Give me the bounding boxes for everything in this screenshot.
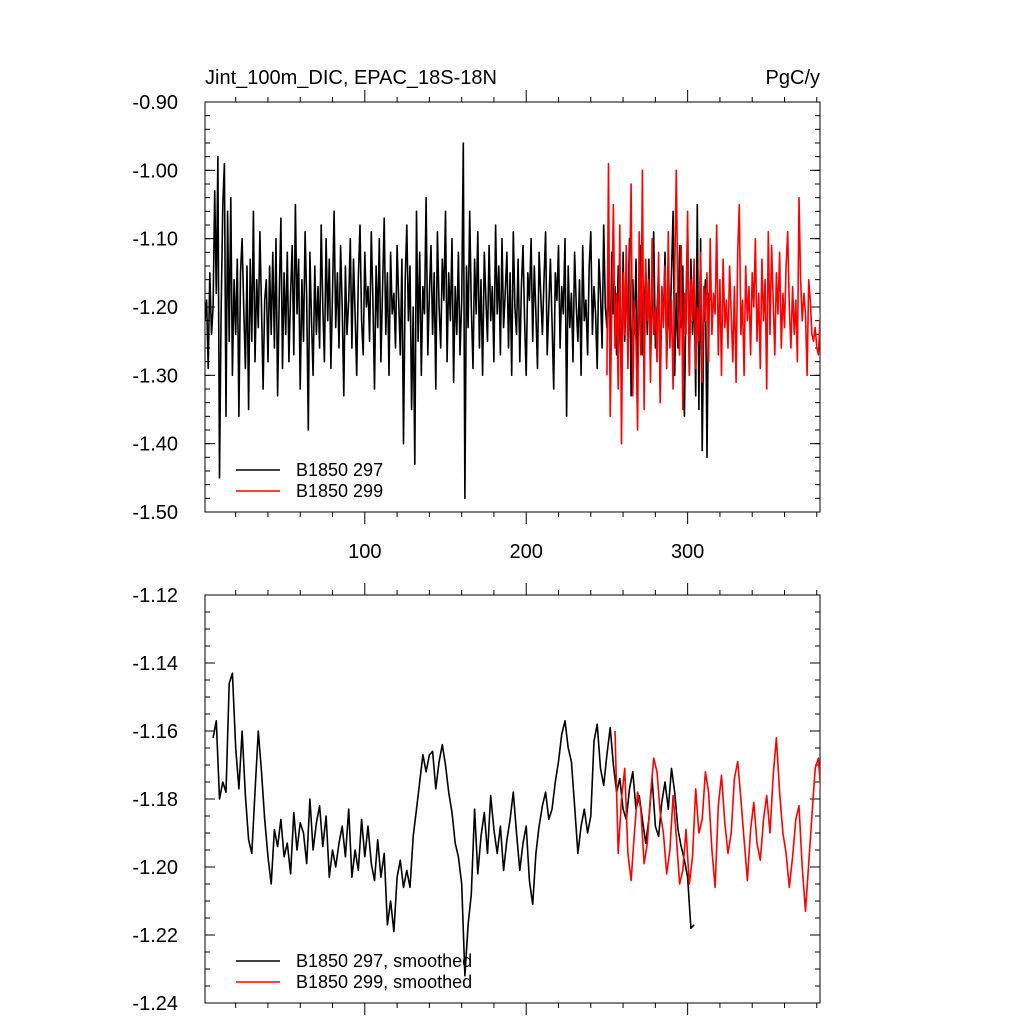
series-group	[212, 672, 820, 977]
series-group	[205, 142, 820, 500]
y-tick-label: -1.14	[132, 653, 178, 675]
units-label: PgC/y	[766, 67, 820, 89]
y-tick-label: -1.24	[132, 993, 178, 1015]
y-tick-label: -0.90	[132, 92, 178, 114]
y-tick-label: -1.20	[132, 857, 178, 879]
y-tick-label: -1.12	[132, 585, 178, 607]
y-tick-label: -1.20	[132, 297, 178, 319]
y-tick-label: -1.22	[132, 925, 178, 947]
y-tick-label: -1.10	[132, 229, 178, 251]
y-tick-label: -1.18	[132, 789, 178, 811]
legend-label-1: B1850 297	[296, 460, 383, 480]
series-line-2	[606, 162, 820, 445]
y-tick-label: -1.30	[132, 365, 178, 387]
series-line-2	[614, 730, 820, 912]
y-tick-label: -1.16	[132, 721, 178, 743]
legend-label-2: B1850 299	[296, 481, 383, 501]
x-tick-label: 100	[348, 541, 381, 563]
legend-label-1: B1850 297, smoothed	[296, 951, 472, 971]
chart-panel-2: -1.12 -1.14 -1.16 -1.18 -1.20 -1.22 -1.24 B1850…	[132, 583, 821, 1015]
y-tick-label: -1.00	[132, 160, 178, 182]
chart-panel-1: -0.90 -1.00 -1.10 -1.20 -1.30 -1.40 -1.50 100 20…	[132, 67, 821, 563]
chart-title: Jint_100m_DIC, EPAC_18S-18N	[205, 67, 497, 89]
x-tick-label: 200	[510, 541, 543, 563]
x-tick-label: 300	[671, 541, 704, 563]
series-line-1	[212, 672, 695, 977]
y-tick-label: -1.40	[132, 434, 178, 456]
y-tick-label: -1.50	[132, 502, 178, 524]
legend-label-2: B1850 299, smoothed	[296, 972, 472, 992]
